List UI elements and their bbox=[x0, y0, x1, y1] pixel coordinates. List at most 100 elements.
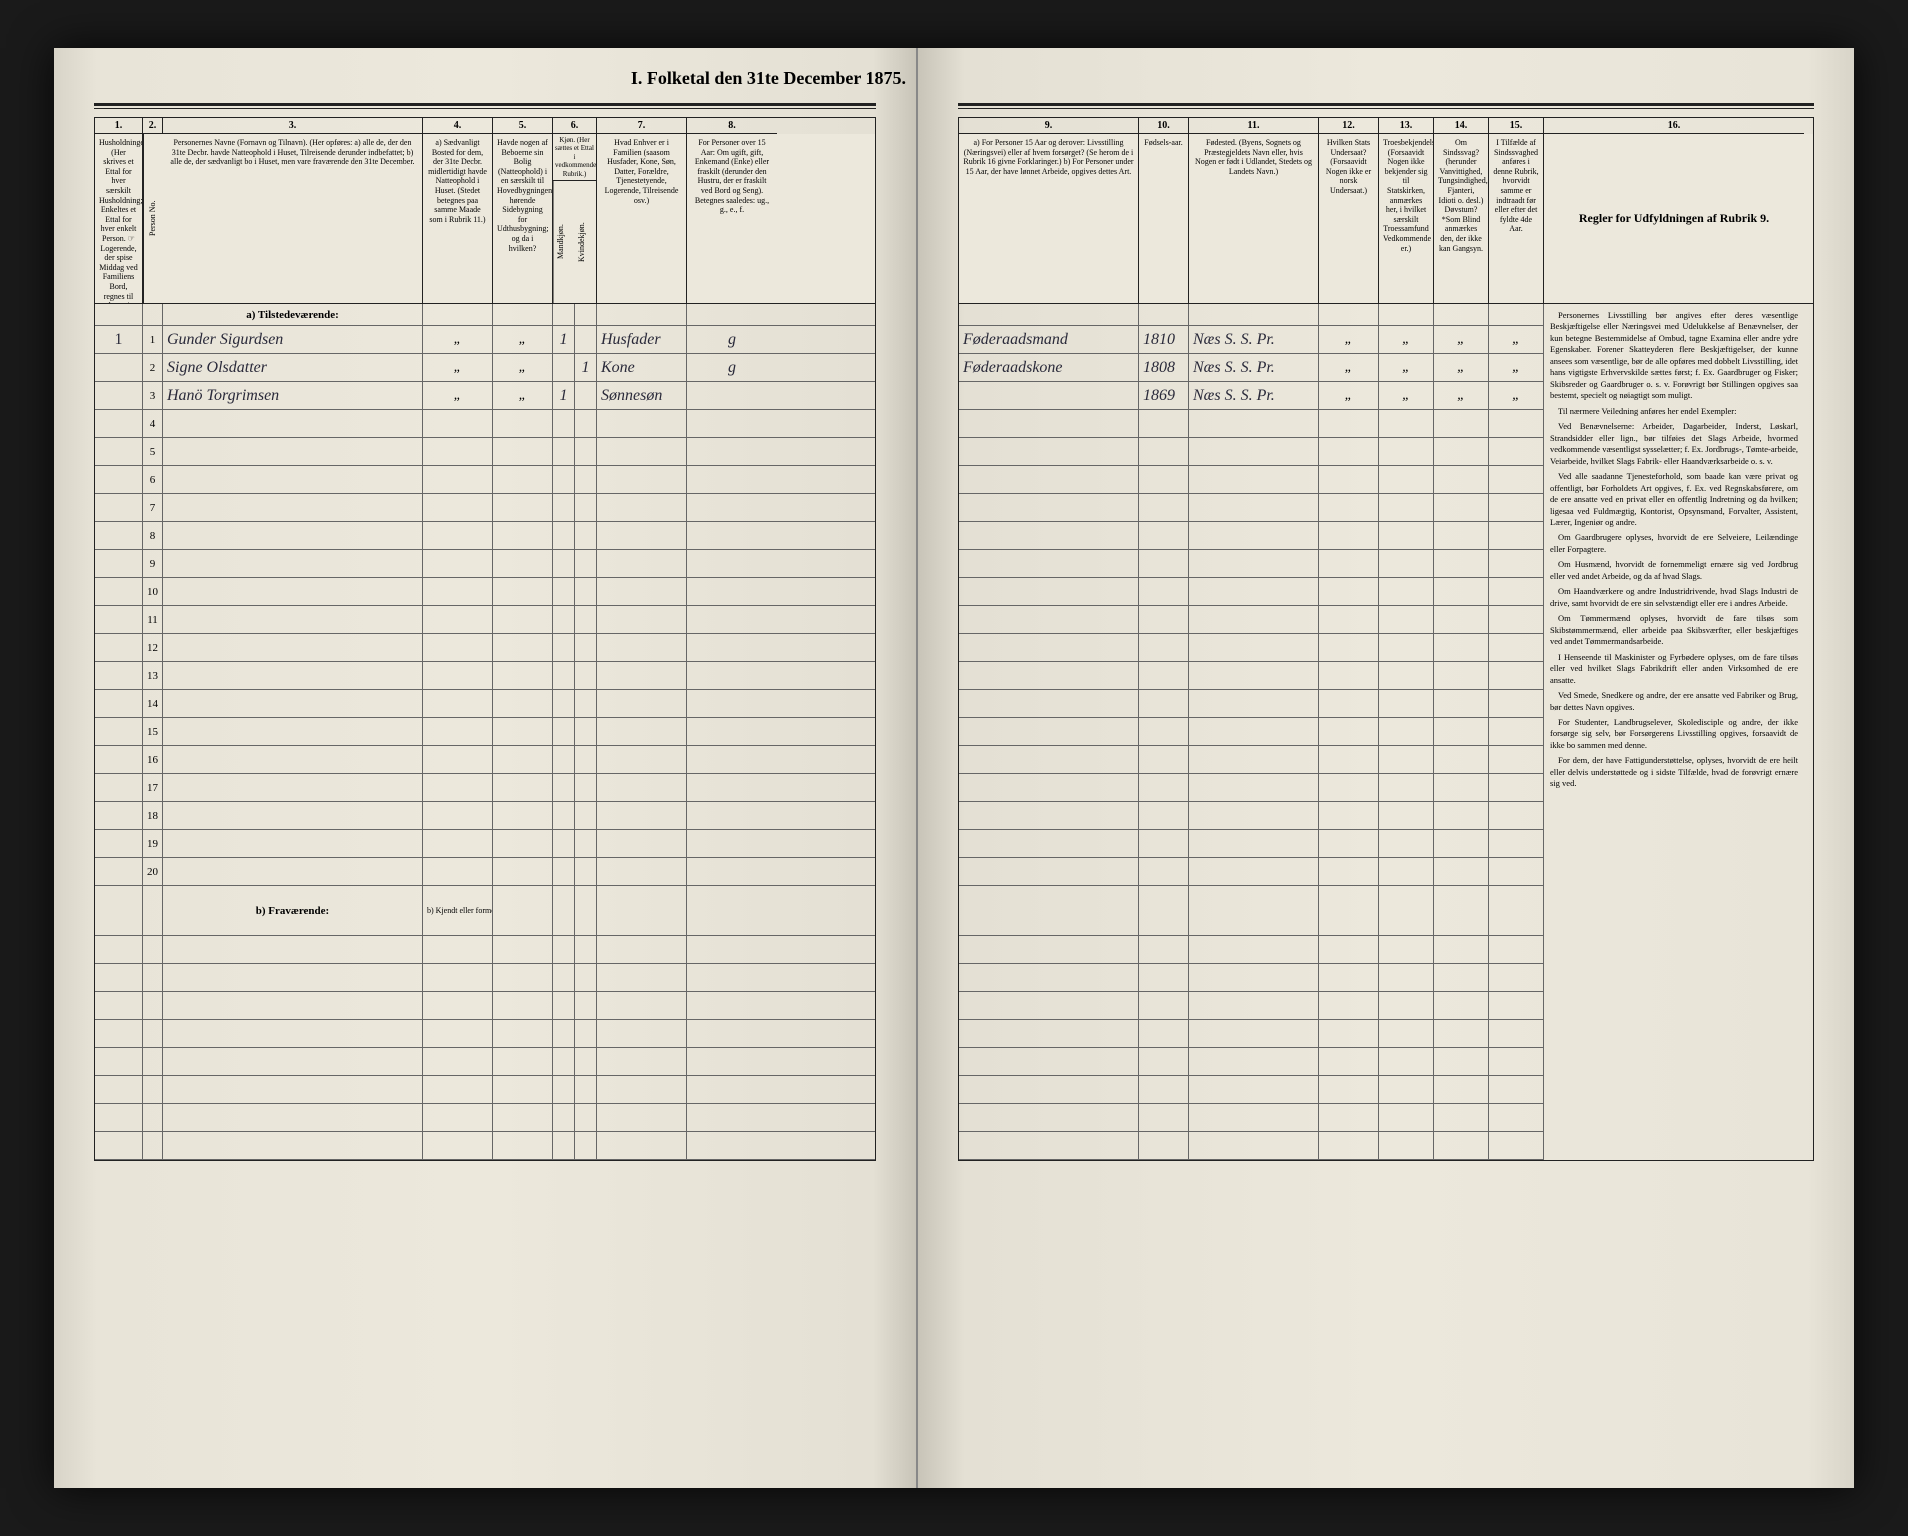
colnum-5: 5. bbox=[493, 118, 553, 134]
table-row: 17 bbox=[95, 774, 875, 802]
colhead-9: a) For Personer 15 Aar og derover: Livss… bbox=[959, 134, 1139, 303]
colhead-10: Fødsels-aar. bbox=[1139, 134, 1189, 303]
table-row bbox=[95, 1104, 875, 1132]
table-row: Føderaadskone1808Næs S. S. Pr.„„„„ bbox=[959, 354, 1544, 382]
colnum-1: 1. bbox=[95, 118, 143, 134]
colhead-7: Hvad Enhver er i Familien (saasom Husfad… bbox=[597, 134, 687, 303]
section-a-label: a) Tilstedeværende: bbox=[163, 304, 423, 325]
page-left: I. Folketal den 31te December 1875. 1. 2… bbox=[54, 48, 918, 1488]
table-row bbox=[95, 1132, 875, 1160]
colhead-5: Havde nogen af Beboerne sin Bolig (Natte… bbox=[493, 134, 553, 303]
table-row bbox=[959, 410, 1544, 438]
rules-paragraph: I Henseende til Maskinister og Fyrbødere… bbox=[1550, 652, 1798, 686]
table-row: 12 bbox=[95, 634, 875, 662]
rules-paragraph: Ved alle saadanne Tjenesteforhold, som b… bbox=[1550, 471, 1798, 528]
colnum-14: 14. bbox=[1434, 118, 1489, 134]
table-row: 13 bbox=[95, 662, 875, 690]
table-row bbox=[959, 746, 1544, 774]
table-row: 1869Næs S. S. Pr.„„„„ bbox=[959, 382, 1544, 410]
table-row bbox=[959, 1104, 1544, 1132]
rules-paragraph: Om Gaardbrugere oplyses, hvorvidt de ere… bbox=[1550, 532, 1798, 555]
table-row: 11Gunder Sigurdsen„„1Husfaderg bbox=[95, 326, 875, 354]
colhead-11: Fødested. (Byens, Sognets og Præstegjeld… bbox=[1189, 134, 1319, 303]
colhead-3: Personernes Navne (Fornavn og Tilnavn). … bbox=[163, 134, 423, 303]
table-left: 1. 2. 3. 4. 5. 6. 7. 8. Husholdninger. (… bbox=[94, 117, 876, 1161]
table-row bbox=[959, 1132, 1544, 1160]
colnum-12: 12. bbox=[1319, 118, 1379, 134]
rules-paragraph: Om Husmænd, hvorvidt de fornemmeligt ern… bbox=[1550, 559, 1798, 582]
colhead-4: a) Sædvanligt Bosted for dem, der 31te D… bbox=[423, 134, 493, 303]
table-row bbox=[959, 992, 1544, 1020]
colhead-12: Hvilken Stats Undersaat? (Forsaavidt Nog… bbox=[1319, 134, 1379, 303]
table-row bbox=[959, 802, 1544, 830]
colnum-9: 9. bbox=[959, 118, 1139, 134]
table-row bbox=[959, 578, 1544, 606]
table-row bbox=[95, 1076, 875, 1104]
table-row bbox=[959, 494, 1544, 522]
rules-paragraph: Ved Benævnelserne: Arbeider, Dagarbeider… bbox=[1550, 421, 1798, 467]
table-row bbox=[95, 1020, 875, 1048]
table-row bbox=[959, 830, 1544, 858]
colhead-13: Troesbekjendelse. (Forsaavidt Nogen ikke… bbox=[1379, 134, 1434, 303]
table-row bbox=[959, 858, 1544, 886]
table-row bbox=[959, 634, 1544, 662]
table-row bbox=[95, 992, 875, 1020]
table-row bbox=[959, 774, 1544, 802]
table-row bbox=[959, 1076, 1544, 1104]
colnum-6: 6. bbox=[553, 118, 597, 134]
table-row bbox=[959, 550, 1544, 578]
page-right: 9. 10. 11. 12. 13. 14. 15. 16. a) For Pe… bbox=[918, 48, 1854, 1488]
rules-paragraph: Om Tømmermænd oplyses, hvorvidt de fare … bbox=[1550, 613, 1798, 647]
table-row: 6 bbox=[95, 466, 875, 494]
table-row: 10 bbox=[95, 578, 875, 606]
table-row: 18 bbox=[95, 802, 875, 830]
colhead-6b: Kvindekjøn. bbox=[575, 181, 596, 303]
table-row bbox=[959, 1048, 1544, 1076]
rules-paragraph: For Studenter, Landbrugselever, Skoledis… bbox=[1550, 717, 1798, 751]
colhead-14: Om Sindssvag? (herunder Vanvittighed, Tu… bbox=[1434, 134, 1489, 303]
table-row: 15 bbox=[95, 718, 875, 746]
colnum-15: 15. bbox=[1489, 118, 1544, 134]
page-title-left: I. Folketal den 31te December 1875. bbox=[54, 48, 916, 99]
table-row: 16 bbox=[95, 746, 875, 774]
rules-paragraph: Til nærmere Veiledning anføres her endel… bbox=[1550, 406, 1798, 417]
colnum-16: 16. bbox=[1544, 118, 1804, 134]
table-row: 19 bbox=[95, 830, 875, 858]
table-row bbox=[959, 438, 1544, 466]
section-b-note: b) Kjendt eller formodet Opholdssted. bbox=[423, 886, 493, 935]
rules-column: Personernes Livsstilling bør angives eft… bbox=[1544, 304, 1804, 1160]
table-row bbox=[959, 466, 1544, 494]
page-title-right bbox=[918, 48, 1854, 99]
table-row: 2Signe Olsdatter„„1Koneg bbox=[95, 354, 875, 382]
colhead-8: For Personer over 15 Aar: Om ugift, gift… bbox=[687, 134, 777, 303]
table-row bbox=[959, 606, 1544, 634]
colhead-15: I Tilfælde af Sindssvaghed anføres i den… bbox=[1489, 134, 1544, 303]
colhead-1: Husholdninger. (Her skrives et Ettal for… bbox=[95, 134, 143, 303]
table-row: 8 bbox=[95, 522, 875, 550]
table-row bbox=[95, 964, 875, 992]
colnum-13: 13. bbox=[1379, 118, 1434, 134]
table-row: 7 bbox=[95, 494, 875, 522]
colnum-11: 11. bbox=[1189, 118, 1319, 134]
table-row: 5 bbox=[95, 438, 875, 466]
table-row bbox=[95, 1048, 875, 1076]
table-row bbox=[959, 964, 1544, 992]
colnum-2: 2. bbox=[143, 118, 163, 134]
table-right: 9. 10. 11. 12. 13. 14. 15. 16. a) For Pe… bbox=[958, 117, 1814, 1161]
colnum-8: 8. bbox=[687, 118, 777, 134]
rules-paragraph: Ved Smede, Snedkere og andre, der ere an… bbox=[1550, 690, 1798, 713]
table-row: 14 bbox=[95, 690, 875, 718]
table-row bbox=[959, 1020, 1544, 1048]
table-row bbox=[959, 718, 1544, 746]
table-row bbox=[959, 936, 1544, 964]
colhead-6a: Mandkjøn. bbox=[553, 181, 575, 303]
table-row bbox=[95, 936, 875, 964]
table-row bbox=[959, 522, 1544, 550]
table-row bbox=[959, 662, 1544, 690]
rules-paragraph: Om Haandværkere og andre Industridrivend… bbox=[1550, 586, 1798, 609]
section-b-label: b) Fraværende: bbox=[163, 886, 423, 935]
colnum-7: 7. bbox=[597, 118, 687, 134]
table-row: 4 bbox=[95, 410, 875, 438]
colnum-10: 10. bbox=[1139, 118, 1189, 134]
table-row: 11 bbox=[95, 606, 875, 634]
